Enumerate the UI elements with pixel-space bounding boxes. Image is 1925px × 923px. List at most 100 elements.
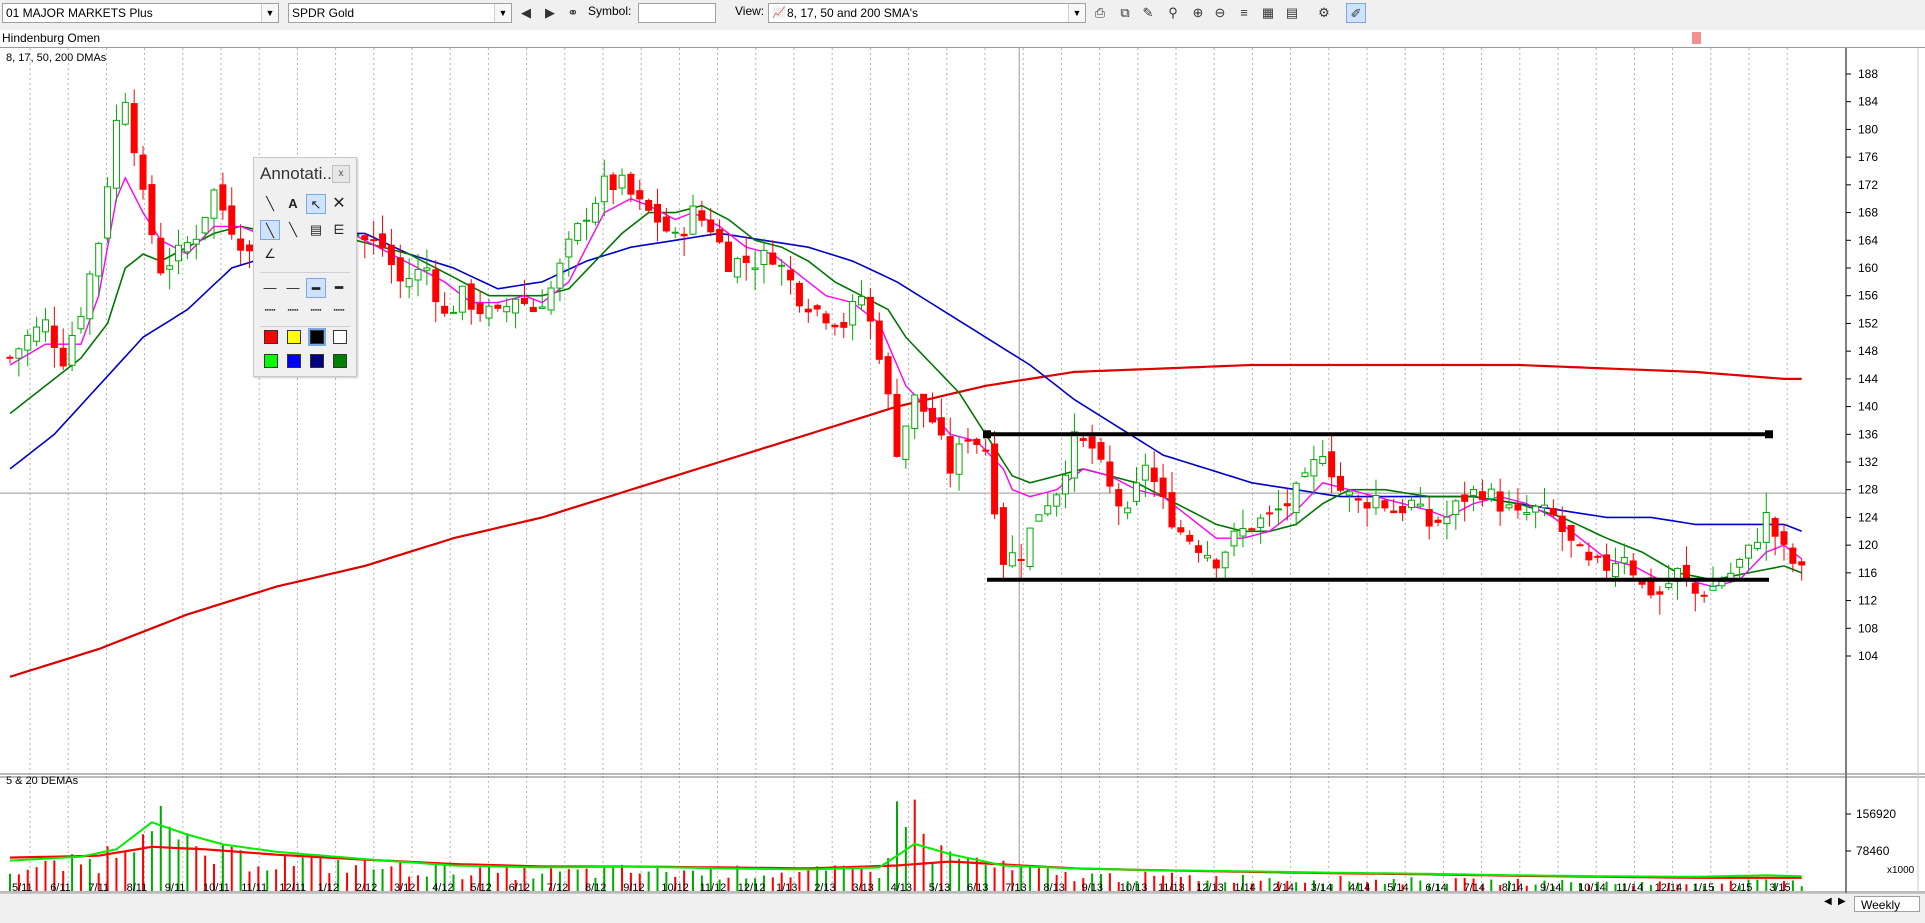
candle-body bbox=[733, 258, 741, 278]
candle-body bbox=[574, 223, 582, 241]
date-label: 4/14 bbox=[1349, 882, 1370, 893]
alert-marker[interactable] bbox=[1692, 32, 1701, 44]
candle-body bbox=[795, 282, 803, 307]
long-dash-line-icon[interactable]: ┅┅ bbox=[333, 305, 345, 315]
candle-body bbox=[432, 269, 440, 303]
candle-body bbox=[1789, 547, 1797, 564]
price-tick-label: 184 bbox=[1858, 95, 1878, 109]
date-label: 11/12 bbox=[700, 882, 727, 893]
watchlist-dropdown[interactable]: 01 MAJOR MARKETS Plus ▼ bbox=[2, 3, 279, 23]
candle-body bbox=[219, 184, 227, 211]
candle-body bbox=[414, 268, 422, 281]
horizontal-scrollbar[interactable]: ◀ ▶ Weekly bbox=[0, 893, 1925, 914]
medium-line-icon[interactable]: — bbox=[286, 280, 300, 295]
view-dropdown[interactable]: 📈 8, 17, 50 and 200 SMA's ▼ bbox=[768, 3, 1086, 23]
symbol-label: Symbol: bbox=[588, 4, 632, 18]
candle-body bbox=[361, 235, 369, 241]
print-icon[interactable]: ⎙ bbox=[1094, 5, 1106, 20]
candle-body bbox=[1567, 525, 1575, 541]
scroll-right-icon[interactable]: ▶ bbox=[1838, 896, 1846, 907]
fan-icon[interactable]: ⋿ bbox=[333, 222, 345, 237]
heavy-line-icon[interactable]: ━ bbox=[335, 280, 343, 295]
zoom-fit-icon[interactable]: ⚲ bbox=[1168, 5, 1178, 20]
candle-body bbox=[1266, 512, 1274, 515]
indicator-subbar: Hindenburg Omen bbox=[0, 30, 1925, 48]
color-swatch-red[interactable] bbox=[264, 330, 278, 344]
candle-body bbox=[1150, 467, 1158, 483]
candle-body bbox=[1106, 461, 1114, 487]
zoom-out-icon[interactable]: ⊖ bbox=[1214, 5, 1226, 20]
scroll-left-icon[interactable]: ◀ bbox=[1824, 896, 1832, 907]
settings-icon[interactable]: ⚙ bbox=[1318, 5, 1330, 20]
candle-body bbox=[1381, 500, 1389, 509]
date-label: 4/13 bbox=[891, 882, 912, 893]
dema5-line bbox=[9, 821, 1802, 878]
date-label: 3/12 bbox=[394, 882, 415, 893]
edit-icon[interactable]: ✎ bbox=[1142, 5, 1154, 20]
chevron-down-icon[interactable]: ▼ bbox=[494, 4, 511, 22]
date-label: 9/12 bbox=[623, 882, 644, 893]
previous-arrow-icon[interactable]: ◀ bbox=[521, 5, 531, 20]
chevron-down-icon[interactable]: ▼ bbox=[1068, 4, 1085, 22]
date-label: 6/11 bbox=[50, 882, 71, 893]
date-label: 10/12 bbox=[661, 882, 689, 893]
candle-body bbox=[591, 202, 599, 223]
text-tool-icon[interactable]: A bbox=[288, 196, 298, 211]
candle-body bbox=[1425, 508, 1433, 527]
candle-body bbox=[1230, 530, 1238, 547]
date-label: 1/15 bbox=[1693, 882, 1714, 893]
candle-body bbox=[1416, 503, 1424, 507]
channel-icon[interactable]: ▤ bbox=[309, 222, 323, 237]
thin-line-icon[interactable]: — bbox=[263, 280, 277, 295]
security-dropdown[interactable]: SPDR Gold ▼ bbox=[288, 3, 512, 23]
color-swatch-black[interactable] bbox=[308, 328, 326, 346]
color-swatch-dark-green[interactable] bbox=[333, 354, 347, 368]
color-swatch-yellow[interactable] bbox=[287, 330, 301, 344]
dotted-line-icon[interactable]: ┅┅ bbox=[264, 305, 276, 315]
thick-line-icon[interactable]: ━ bbox=[306, 278, 326, 298]
line-tool-icon[interactable]: ╲ bbox=[266, 196, 274, 211]
dashed-line-icon[interactable]: ┅┅ bbox=[287, 305, 299, 315]
binoculars-icon[interactable]: ⚭ bbox=[567, 5, 579, 20]
grid-icon[interactable]: ▦ bbox=[1261, 5, 1275, 20]
candle-body bbox=[95, 242, 103, 277]
dash-dot-line-icon[interactable]: ┅┅ bbox=[310, 305, 322, 315]
color-swatch-white[interactable] bbox=[333, 330, 347, 344]
candle-body bbox=[1753, 541, 1761, 550]
candle-body bbox=[937, 417, 945, 436]
ray-icon[interactable]: ╲ bbox=[289, 222, 297, 237]
chevron-down-icon[interactable]: ▼ bbox=[261, 4, 278, 22]
annotation-panel[interactable]: Annotati... x ╲ A ↖ ✕ ╲ ╲ ▤ ⋿ ∠ — — ━ ━ … bbox=[253, 157, 357, 377]
copy-chart-icon[interactable]: ⧉ bbox=[1120, 5, 1130, 20]
angle-icon[interactable]: ∠ bbox=[264, 246, 276, 261]
candle-body bbox=[928, 407, 936, 423]
candle-body bbox=[920, 393, 928, 412]
trend-lines[interactable] bbox=[983, 430, 1773, 582]
table-icon[interactable]: ▤ bbox=[1285, 5, 1299, 20]
price-grid bbox=[0, 48, 1846, 891]
price-tick-label: 164 bbox=[1858, 233, 1878, 247]
zoom-in-icon[interactable]: ⊕ bbox=[1192, 5, 1204, 20]
price-panel-title: 8, 17, 50, 200 DMAs bbox=[6, 52, 107, 64]
candle-body bbox=[583, 219, 591, 222]
candle-body bbox=[1620, 556, 1628, 564]
candle-body bbox=[1035, 514, 1043, 522]
price-tick-label: 120 bbox=[1858, 538, 1878, 552]
color-swatch-navy[interactable] bbox=[310, 354, 324, 368]
candle-body bbox=[1603, 554, 1611, 571]
trendline-icon[interactable]: ╲ bbox=[260, 220, 280, 240]
delete-icon[interactable]: ✕ bbox=[332, 195, 346, 212]
color-swatch-blue[interactable] bbox=[287, 354, 301, 368]
next-arrow-icon[interactable]: ▶ bbox=[545, 5, 555, 20]
pointer-icon[interactable]: ↖ bbox=[306, 194, 326, 214]
candle-body bbox=[973, 438, 981, 445]
candle-body bbox=[1248, 528, 1256, 531]
color-swatch-green[interactable] bbox=[264, 354, 278, 368]
symbol-input[interactable] bbox=[638, 3, 716, 23]
annotation-tool-icon[interactable]: ✐ bbox=[1346, 3, 1366, 23]
date-label: 2/15 bbox=[1731, 882, 1752, 893]
horizontal-lines-icon[interactable]: ≡ bbox=[1240, 5, 1248, 20]
period-dropdown[interactable]: Weekly bbox=[1854, 896, 1920, 912]
candle-body bbox=[556, 262, 564, 289]
close-icon[interactable]: x bbox=[332, 165, 350, 183]
